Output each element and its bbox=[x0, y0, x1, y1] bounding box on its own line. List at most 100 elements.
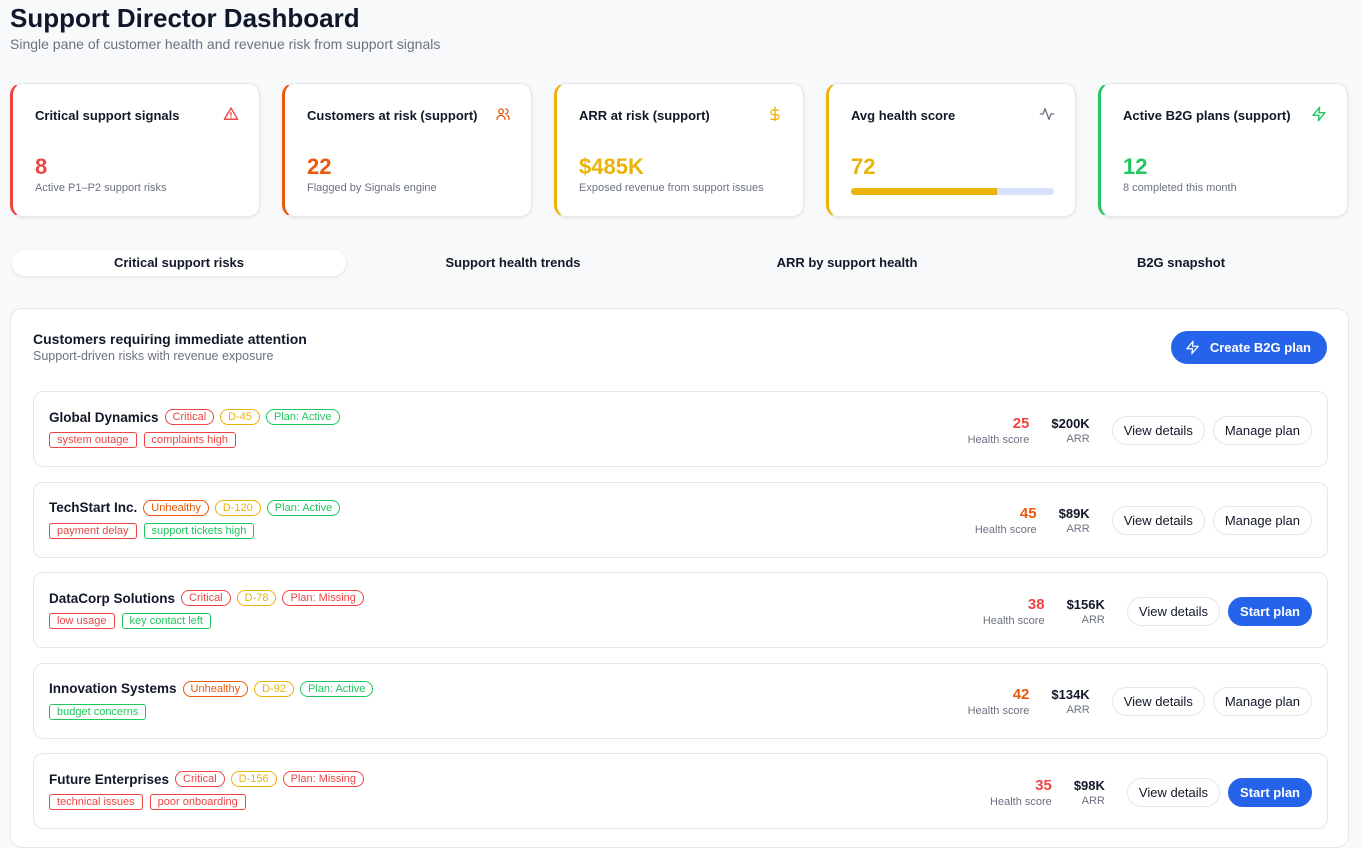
zap-icon bbox=[1186, 340, 1199, 355]
arr-label: ARR bbox=[1066, 432, 1090, 445]
kpi-subtext: Exposed revenue from support issues bbox=[579, 182, 764, 194]
status-badge: Critical bbox=[175, 771, 225, 787]
arr-value: $98K bbox=[1073, 777, 1105, 793]
plan-badge: Plan: Active bbox=[266, 499, 341, 516]
days-badge: D-45 bbox=[220, 409, 261, 425]
health-score-value: 42 bbox=[1012, 686, 1030, 703]
kpi-subtext: 8 completed this month bbox=[1123, 182, 1237, 194]
start-plan-button[interactable]: Start plan bbox=[1228, 596, 1312, 626]
risk-tag: support tickets high bbox=[143, 522, 255, 539]
days-badge: D-78 bbox=[236, 590, 277, 606]
risk-tag: poor onboarding bbox=[149, 794, 246, 810]
create-b2g-plan-label: Create B2G plan bbox=[1209, 340, 1311, 355]
health-score-value: 38 bbox=[1027, 595, 1045, 613]
days-badge: D-120 bbox=[214, 499, 261, 516]
view-details-button[interactable]: View details bbox=[1126, 777, 1221, 807]
page-title: Support Director Dashboard bbox=[10, 3, 360, 33]
days-badge: D-92 bbox=[254, 680, 294, 697]
arr-label: ARR bbox=[1081, 794, 1105, 807]
plan-badge: Plan: Missing bbox=[282, 590, 364, 606]
kpi-value: 72 bbox=[851, 154, 876, 179]
start-plan-button[interactable]: Start plan bbox=[1228, 777, 1312, 807]
view-details-button[interactable]: View details bbox=[1111, 415, 1205, 445]
kpi-subtext: Active P1–P2 support risks bbox=[35, 182, 167, 194]
manage-plan-button[interactable]: Manage plan bbox=[1212, 687, 1312, 716]
create-b2g-plan-button[interactable]: Create B2G plan bbox=[1170, 331, 1327, 364]
customer-name[interactable]: TechStart Inc. bbox=[49, 500, 138, 515]
arr-label: ARR bbox=[1066, 523, 1090, 535]
zap-icon bbox=[1312, 106, 1326, 122]
kpi-label: Critical support signals bbox=[35, 108, 180, 123]
customer-row: Innovation Systems Unhealthy D-92 Plan: … bbox=[33, 662, 1328, 739]
tab-arr-by-support-health[interactable]: ARR by support health bbox=[776, 255, 918, 270]
manage-plan-button[interactable]: Manage plan bbox=[1212, 415, 1312, 445]
customer-row: TechStart Inc. Unhealthy D-120 Plan: Act… bbox=[33, 481, 1328, 558]
health-score-value: 35 bbox=[1035, 776, 1052, 794]
risk-tag: system outage bbox=[49, 432, 137, 448]
kpi-value: 22 bbox=[307, 154, 332, 179]
customer-name[interactable]: Innovation Systems bbox=[49, 681, 177, 696]
kpi-subtext: Flagged by Signals engine bbox=[307, 182, 437, 194]
health-score-value: 45 bbox=[1019, 505, 1037, 522]
health-score-label: Health score bbox=[982, 614, 1045, 627]
tab-support-health-trends[interactable]: Support health trends bbox=[445, 255, 581, 270]
arr-value: $200K bbox=[1051, 415, 1090, 431]
alert-triangle-icon bbox=[223, 107, 239, 120]
kpi-card: Avg health score 72 bbox=[826, 83, 1076, 217]
panel-subtitle: Support-driven risks with revenue exposu… bbox=[33, 349, 274, 363]
risk-tag: payment delay bbox=[49, 522, 137, 539]
status-badge: Unhealthy bbox=[182, 680, 249, 697]
status-badge: Critical bbox=[164, 409, 215, 425]
customer-name[interactable]: DataCorp Solutions bbox=[49, 590, 176, 606]
plan-badge: Plan: Active bbox=[266, 409, 340, 425]
view-details-button[interactable]: View details bbox=[1126, 596, 1221, 626]
health-score-label: Health score bbox=[967, 433, 1030, 446]
users-icon bbox=[496, 108, 510, 120]
customer-name[interactable]: Future Enterprises bbox=[49, 771, 170, 787]
kpi-card: Customers at risk (support) 22 Flagged by… bbox=[282, 83, 532, 217]
kpi-label: Active B2G plans (support) bbox=[1123, 108, 1291, 123]
arr-value: $134K bbox=[1051, 687, 1090, 702]
arr-label: ARR bbox=[1081, 613, 1105, 626]
kpi-value: $485K bbox=[579, 154, 644, 179]
arr-value: $89K bbox=[1058, 506, 1090, 521]
kpi-value: 12 bbox=[1123, 154, 1148, 179]
tab-critical-support-risks[interactable]: Critical support risks bbox=[12, 250, 346, 276]
kpi-value: 8 bbox=[35, 154, 48, 179]
risk-tag: key contact left bbox=[121, 613, 211, 629]
kpi-card: Active B2G plans (support) 12 8 completed… bbox=[1098, 83, 1348, 217]
activity-icon bbox=[1039, 108, 1055, 120]
arr-label: ARR bbox=[1066, 704, 1090, 716]
manage-plan-button[interactable]: Manage plan bbox=[1212, 506, 1312, 535]
plan-badge: Plan: Missing bbox=[282, 771, 365, 787]
status-badge: Critical bbox=[181, 590, 231, 606]
kpi-label: ARR at risk (support) bbox=[579, 108, 710, 123]
arr-value: $156K bbox=[1066, 596, 1105, 612]
dollar-icon bbox=[770, 106, 780, 122]
risk-tag: technical issues bbox=[49, 794, 143, 810]
view-details-button[interactable]: View details bbox=[1111, 506, 1205, 535]
customer-name[interactable]: Global Dynamics bbox=[49, 409, 159, 425]
view-details-button[interactable]: View details bbox=[1111, 687, 1205, 716]
plan-badge: Plan: Active bbox=[299, 680, 374, 697]
risk-tag: budget concerns bbox=[49, 703, 147, 720]
status-badge: Unhealthy bbox=[143, 499, 209, 516]
tab-b2g-snapshot[interactable]: B2G snapshot bbox=[1136, 255, 1226, 270]
kpi-label: Avg health score bbox=[851, 108, 956, 123]
risk-tag: low usage bbox=[49, 613, 115, 629]
health-score-label: Health score bbox=[974, 524, 1037, 536]
kpi-card: Critical support signals 8 Active P1–P2 s… bbox=[10, 83, 260, 217]
customer-row: Future Enterprises Critical D-156 Plan: … bbox=[33, 753, 1328, 829]
health-progress-bar bbox=[851, 188, 1054, 195]
health-score-label: Health score bbox=[990, 795, 1052, 808]
kpi-card: ARR at risk (support) $485K Exposed reven… bbox=[554, 83, 804, 217]
days-badge: D-156 bbox=[230, 771, 277, 787]
risk-tag: complaints high bbox=[143, 432, 236, 448]
tab-bar: Critical support risks Support health tre… bbox=[12, 250, 1348, 276]
page-subtitle: Single pane of customer health and reven… bbox=[10, 36, 441, 52]
customer-row: Global Dynamics Critical D-45 Plan: Acti… bbox=[33, 391, 1328, 467]
panel-title: Customers requiring immediate attention bbox=[33, 331, 307, 347]
kpi-label: Customers at risk (support) bbox=[307, 108, 478, 123]
health-score-label: Health score bbox=[967, 705, 1030, 717]
customer-row: DataCorp Solutions Critical D-78 Plan: M… bbox=[33, 572, 1328, 648]
